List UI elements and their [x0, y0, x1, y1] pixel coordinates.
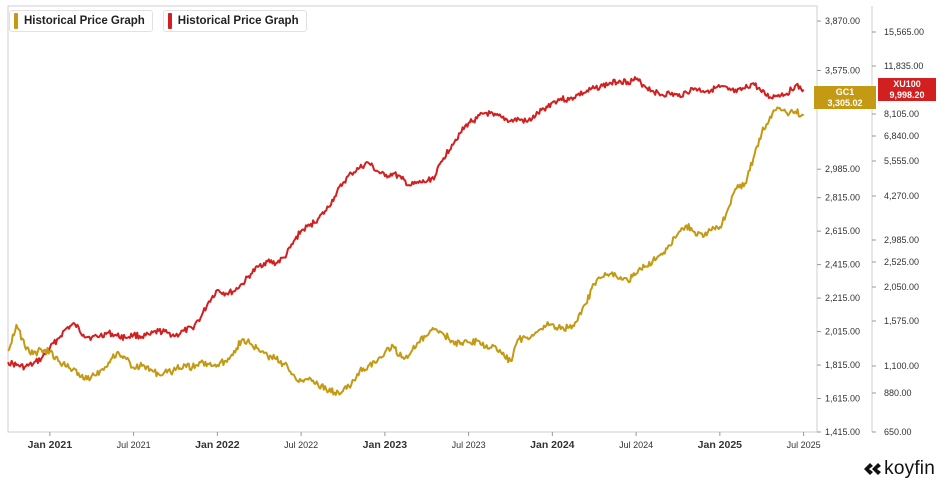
koyfin-logo-text: koyfin — [884, 458, 935, 479]
y-left-tick-label: 2,015.00 — [825, 327, 860, 337]
y-left-tick-label: 2,815.00 — [825, 193, 860, 203]
y-left-tick-label: 1,615.00 — [825, 394, 860, 404]
x-tick-label: Jul 2022 — [284, 440, 318, 450]
x-tick-label: Jan 2024 — [530, 439, 575, 451]
x-tick-label: Jul 2023 — [452, 440, 486, 450]
y-right-tick-label: 4,270.00 — [884, 191, 919, 201]
y-left-tick-label: 3,575.00 — [825, 65, 860, 75]
koyfin-logo: koyfin — [862, 458, 935, 480]
legend-swatch-gc1 — [14, 13, 18, 29]
y-right-tick-label: 11,835.00 — [884, 61, 923, 71]
gc1-last-value-badge: GC1 3,305.02 — [814, 86, 876, 109]
y-right-tick-label: 8,105.00 — [884, 109, 919, 119]
y-right-tick-label: 2,985.00 — [884, 235, 919, 245]
x-tick-label: Jul 2024 — [619, 440, 653, 450]
x-tick-label: Jan 2025 — [698, 439, 743, 451]
legend-label-gc1: Historical Price Graph — [24, 15, 145, 27]
y-left-tick-label: 2,615.00 — [825, 226, 860, 236]
series-line-gc1 — [7, 106, 805, 396]
xu100-badge-name: XU100 — [893, 79, 921, 89]
legend-swatch-xu100 — [167, 13, 172, 29]
gc1-badge-value: 3,305.02 — [827, 97, 863, 108]
legend-item-xu100[interactable]: Historical Price Graph — [162, 10, 307, 32]
y-left-tick-label: 3,870.00 — [825, 16, 860, 26]
series-line-xu100 — [7, 76, 805, 371]
plot-frame — [7, 5, 818, 433]
y-left-tick-label: 2,215.00 — [825, 293, 860, 303]
x-tick-label: Jan 2022 — [195, 439, 240, 451]
x-tick-label: Jan 2021 — [28, 439, 73, 451]
y-left-tick-label: 2,985.00 — [825, 164, 860, 174]
legend: Historical Price Graph Historical Price … — [9, 10, 307, 32]
y-right-tick-label: 1,575.00 — [884, 316, 919, 326]
y-right-tick-label: 15,565.00 — [884, 27, 924, 37]
y-right-tick-label: 2,525.00 — [884, 257, 919, 267]
legend-label-xu100: Historical Price Graph — [177, 15, 299, 27]
y-right-tick-label: 6,840.00 — [884, 131, 919, 141]
xu100-last-value-badge: XU100 9,998.20 — [878, 78, 936, 101]
y-left-tick-label: 1,415.00 — [825, 427, 860, 437]
x-tick-label: Jul 2025 — [787, 440, 821, 450]
y-right-tick-label: 650.00 — [884, 427, 912, 437]
x-tick-label: Jul 2021 — [117, 440, 151, 450]
y-left-tick-label: 1,815.00 — [825, 360, 860, 370]
koyfin-logo-icon — [864, 463, 882, 475]
gc1-badge-name: GC1 — [835, 87, 855, 97]
xu100-badge-value: 9,998.20 — [889, 89, 925, 100]
y-right-tick-label: 1,100.00 — [884, 361, 919, 371]
legend-item-gc1[interactable]: Historical Price Graph — [9, 10, 153, 32]
x-tick-label: Jan 2023 — [363, 439, 408, 451]
y-right-tick-label: 880.00 — [884, 388, 912, 398]
y-left-tick-label: 2,415.00 — [825, 260, 860, 270]
y-right-tick-label: 5,555.00 — [884, 156, 919, 166]
y-right-tick-label: 2,050.00 — [884, 282, 919, 292]
